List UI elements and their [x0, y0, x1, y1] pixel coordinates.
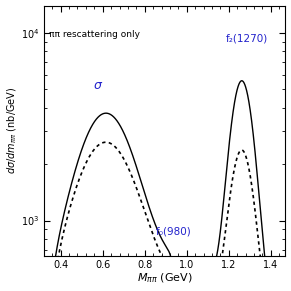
Text: f₂(1270): f₂(1270) — [226, 33, 268, 44]
Text: f₀(980): f₀(980) — [156, 227, 192, 237]
Text: σ: σ — [93, 79, 101, 93]
Text: ππ rescattering only: ππ rescattering only — [49, 30, 140, 39]
Y-axis label: $d\sigma/dm_{\pi\pi}$ (nb/GeV): $d\sigma/dm_{\pi\pi}$ (nb/GeV) — [6, 87, 19, 174]
X-axis label: $M_{\pi\pi}$ (GeV): $M_{\pi\pi}$ (GeV) — [137, 272, 193, 285]
